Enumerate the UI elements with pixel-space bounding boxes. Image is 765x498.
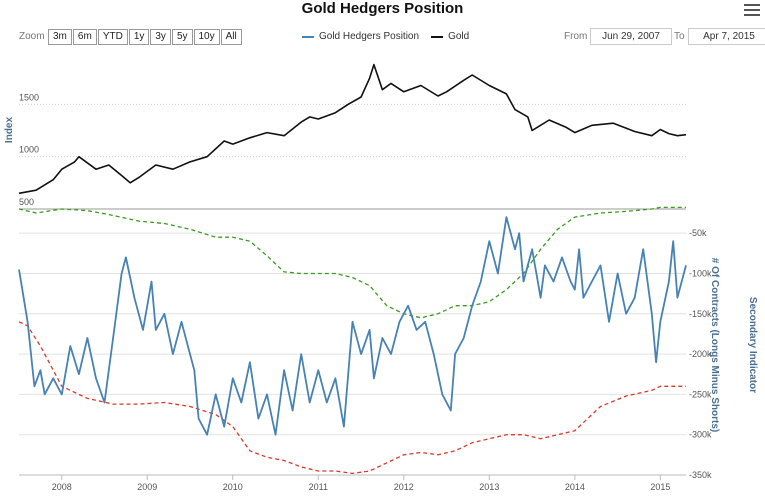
chart-title: Gold Hedgers Position <box>301 0 464 17</box>
xtick-label: 2011 <box>309 482 328 492</box>
xtick-label: 2009 <box>137 482 157 492</box>
secondary-axis-title: Secondary Indicator <box>747 297 758 393</box>
bottom-ytick-label: -150k <box>689 309 712 319</box>
zoom-3m-button[interactable]: 3m <box>48 29 72 45</box>
legend-item-gold[interactable]: Gold <box>431 31 469 42</box>
legend-swatch-gold <box>431 35 444 38</box>
zoom-buttons: 3m 6m YTD 1y 3y 5y 10y All <box>48 29 243 45</box>
bottom-y-axis-title: # Of Contracts (Longs Minus Shorts) <box>709 258 720 432</box>
zoom-6m-button[interactable]: 6m <box>72 29 97 45</box>
xtick-label: 2008 <box>52 482 72 492</box>
zoom-all-button[interactable]: All <box>220 29 242 45</box>
xtick-label: 2012 <box>394 482 414 492</box>
legend-item-hedgers[interactable]: Gold Hedgers Position <box>302 31 419 42</box>
top-ytick-label: 1500 <box>19 92 39 102</box>
top-ytick-label: 500 <box>19 197 34 207</box>
range-to-input[interactable] <box>688 28 765 45</box>
xtick-label: 2014 <box>565 482 585 492</box>
top-ytick-label: 1000 <box>19 145 39 155</box>
zoom-label: Zoom <box>19 31 45 42</box>
legend-swatch-hedgers <box>302 35 314 38</box>
legend-label-hedgers: Gold Hedgers Position <box>319 31 420 42</box>
series-green-dashed-line <box>18 206 686 319</box>
legend: Gold Hedgers Position Gold <box>302 31 481 42</box>
xtick-label: 2010 <box>223 482 243 492</box>
zoom-10y-button[interactable]: 10y <box>193 29 220 45</box>
bottom-ytick-label: -50k <box>689 228 707 238</box>
xtick-label: 2013 <box>479 482 499 492</box>
bottom-ytick-label: -300k <box>689 430 712 440</box>
zoom-ytd-button[interactable]: YTD <box>97 29 128 45</box>
zoom-5y-button[interactable]: 5y <box>171 29 193 45</box>
bottom-ytick-label: -350k <box>689 470 712 480</box>
zoom-1y-button[interactable]: 1y <box>128 29 150 45</box>
top-y-axis-title: Index <box>4 117 15 144</box>
context-menu-icon[interactable] <box>744 4 760 18</box>
legend-label-gold: Gold <box>448 31 470 42</box>
range-to-label: To <box>674 31 685 42</box>
range-from-label: From <box>564 31 588 42</box>
zoom-3y-button[interactable]: 3y <box>150 29 171 45</box>
bottom-ytick-label: -200k <box>689 349 712 359</box>
bottom-ytick-label: -250k <box>689 389 712 399</box>
range-from-input[interactable] <box>590 28 672 45</box>
series-red-dashed-line <box>18 321 686 475</box>
bottom-ytick-label: -100k <box>689 268 712 278</box>
series-gold-hedgers-line <box>18 216 687 436</box>
xtick-label: 2015 <box>650 482 670 492</box>
series-gold-line <box>18 63 687 195</box>
